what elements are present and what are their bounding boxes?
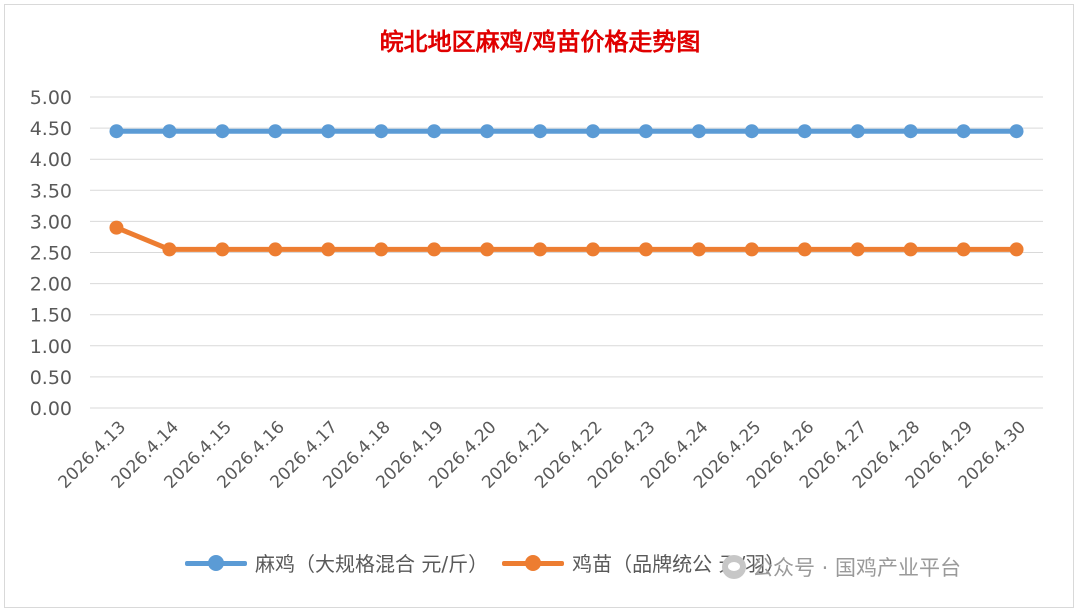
wechat-icon	[722, 555, 746, 579]
data-point-series-2[interactable]	[850, 242, 865, 257]
series-line-2	[113, 225, 1020, 252]
chart-title: 皖北地区麻鸡/鸡苗价格走势图	[379, 27, 701, 56]
data-point-series-1[interactable]	[427, 124, 442, 139]
data-point-series-2[interactable]	[162, 242, 177, 257]
y-tick-label: 1.00	[30, 336, 72, 358]
data-point-series-1[interactable]	[268, 124, 283, 139]
data-point-series-1[interactable]	[374, 124, 389, 139]
data-point-series-2[interactable]	[427, 242, 442, 257]
y-tick-label: 4.50	[30, 118, 72, 140]
data-point-series-1[interactable]	[850, 124, 865, 139]
data-point-series-1[interactable]	[903, 124, 918, 139]
data-point-series-1[interactable]	[533, 124, 548, 139]
data-point-series-2[interactable]	[109, 220, 124, 235]
y-tick-label: 0.50	[30, 367, 72, 389]
watermark-text: 公众号 · 国鸡产业平台	[752, 556, 962, 580]
legend-label-series-1: 麻鸡（大规格混合 元/斤）	[255, 552, 489, 576]
y-tick-label: 1.50	[30, 305, 72, 327]
data-point-series-2[interactable]	[903, 242, 918, 257]
y-tick-label: 5.00	[30, 87, 72, 109]
data-point-series-1[interactable]	[480, 124, 495, 139]
data-point-series-2[interactable]	[691, 242, 706, 257]
chart-legend: 麻鸡（大规格混合 元/斤） 鸡苗（品牌统公 元/羽）	[185, 548, 799, 577]
data-point-series-1[interactable]	[744, 124, 759, 139]
data-point-series-2[interactable]	[1009, 242, 1024, 257]
legend-item-series-1[interactable]: 麻鸡（大规格混合 元/斤）	[185, 548, 488, 577]
data-point-series-2[interactable]	[215, 242, 230, 257]
data-point-series-2[interactable]	[321, 242, 336, 257]
y-tick-label: 3.50	[30, 180, 72, 202]
data-point-series-1[interactable]	[109, 124, 124, 139]
data-point-series-2[interactable]	[533, 242, 548, 257]
data-point-series-1[interactable]	[162, 124, 177, 139]
legend-swatch-series-2	[502, 553, 565, 573]
data-point-series-2[interactable]	[480, 242, 495, 257]
data-point-series-1[interactable]	[215, 124, 230, 139]
legend-label-series-2: 鸡苗（品牌统公 元/羽）	[572, 552, 786, 576]
data-point-series-2[interactable]	[797, 242, 812, 257]
data-point-series-2[interactable]	[585, 242, 600, 257]
legend-item-series-2[interactable]: 鸡苗（品牌统公 元/羽）	[502, 548, 785, 577]
watermark: 公众号 · 国鸡产业平台	[722, 552, 961, 582]
data-point-series-1[interactable]	[797, 124, 812, 139]
y-tick-label: 2.50	[30, 243, 72, 265]
legend-swatch-series-1	[185, 553, 247, 573]
y-tick-label: 3.00	[30, 211, 72, 233]
data-point-series-1[interactable]	[585, 124, 600, 139]
data-point-series-1[interactable]	[956, 124, 971, 139]
data-point-series-1[interactable]	[1009, 124, 1024, 139]
data-point-series-2[interactable]	[638, 242, 653, 257]
data-point-series-1[interactable]	[321, 124, 336, 139]
y-tick-label: 0.00	[30, 398, 72, 420]
y-tick-label: 2.00	[30, 274, 72, 296]
y-tick-label: 4.00	[30, 149, 72, 171]
data-point-series-2[interactable]	[956, 242, 971, 257]
data-point-series-1[interactable]	[638, 124, 653, 139]
data-point-series-1[interactable]	[691, 124, 706, 139]
data-point-series-2[interactable]	[374, 242, 389, 257]
data-point-series-2[interactable]	[744, 242, 759, 257]
chart-frame	[4, 4, 1074, 608]
data-point-series-2[interactable]	[268, 242, 283, 257]
